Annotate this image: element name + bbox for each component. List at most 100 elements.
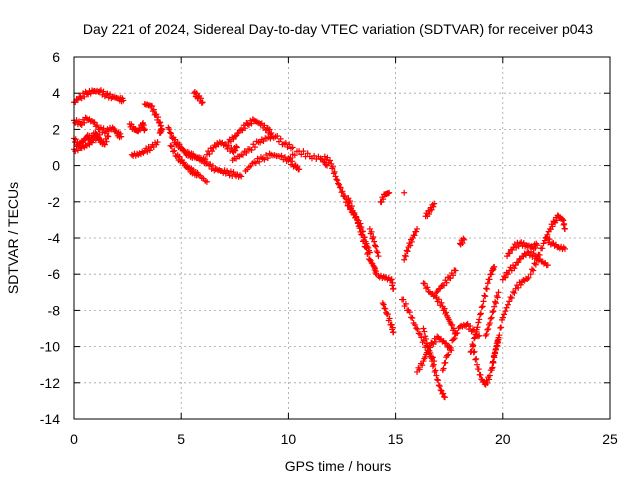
data-point-interp [414,326,421,333]
data-point-interp [251,144,258,151]
series-sat-m [225,116,275,146]
x-tick-label: 10 [281,431,297,447]
data-point-interp [413,325,420,332]
data-point-interp [490,359,497,366]
data-point [390,285,397,292]
data-point [495,336,502,343]
data-point-interp [483,331,490,338]
data-point-interp [509,246,516,253]
data-point-interp [311,152,318,159]
data-point-interp [416,366,423,373]
series-sat-i [167,142,210,185]
data-point-interp [440,390,447,397]
data-point-interp [409,315,416,322]
data-point-interp [435,296,442,303]
data-point [154,139,161,146]
data-point [424,343,431,350]
data-point-interp [382,305,389,312]
data-point-interp [445,351,452,358]
data-point-interp [170,148,177,155]
data-point-interp [372,242,379,249]
data-point [203,178,210,185]
data-point-interp [408,238,415,245]
x-tick-label: 25 [602,431,618,447]
data-point-interp [530,267,537,274]
data-point-interp [422,354,429,361]
data-point-interp [484,326,491,333]
data-point-interp [335,181,342,188]
data-point-interp [400,296,407,303]
data-point-interp [488,314,495,321]
data-point [452,267,459,274]
data-point-interp [402,300,409,307]
data-point [375,253,382,260]
data-point-interp [421,280,428,287]
series-sat-af [456,235,468,248]
data-point-interp [440,365,447,372]
data-point [463,321,470,328]
data-point-interp [528,266,535,273]
data-point-interp [304,150,311,157]
data-point-interp [511,265,518,272]
data-point-interp [475,319,482,326]
data-point-interp [326,157,333,164]
data-point [491,263,498,270]
data-point [358,231,365,238]
data-point-interp [426,347,433,354]
data-point-interp [248,147,255,154]
data-point-interp [402,253,409,260]
data-point [289,144,296,151]
data-point-interp [263,151,270,158]
data-point [420,325,427,332]
series-sat-h [165,124,210,167]
series-sat-ao [542,233,568,253]
data-point [371,238,378,245]
data-point-interp [176,141,183,148]
y-tick-label: 0 [52,158,60,174]
data-point-interp [477,371,484,378]
data-point-interp [524,276,531,283]
data-point [469,327,476,334]
data-point-interp [248,120,255,127]
series-sat-n [229,133,296,164]
series-sat-ac [420,325,448,401]
data-point-interp [474,324,481,331]
data-point-interp [386,315,393,322]
data-point-interp [454,329,461,336]
data-point [476,332,483,339]
data-point-interp [150,106,157,113]
data-point-interp [140,122,147,129]
data-point-interp [338,189,345,196]
data-point [77,120,84,127]
data-point-interp [274,133,281,140]
data-point-interp [94,122,101,129]
data-point-interp [130,123,137,130]
data-point-interp [172,136,179,143]
data-point [450,336,457,343]
data-point [390,329,397,336]
x-tick-label: 15 [388,431,404,447]
data-point-interp [423,285,430,292]
data-point [118,133,125,140]
data-point [411,321,418,328]
data-point-interp [403,247,410,254]
data-point [429,358,436,365]
grid-lines [74,57,610,419]
data-point-interp [254,155,261,162]
data-point [120,97,127,104]
data-point [476,316,483,323]
data-point-interp [531,260,538,267]
y-tick-label: -8 [48,302,61,318]
data-point-interp [380,301,387,308]
data-point-interp [408,314,415,321]
data-point-interp [435,377,442,384]
data-point-interp [242,125,249,132]
data-point-interp [117,130,124,137]
data-point [231,133,238,140]
data-point-interp [486,376,493,383]
data-point-interp [256,158,263,165]
data-point-interp [334,177,341,184]
data-point-interp [339,188,346,195]
series-sat-r [345,195,380,278]
